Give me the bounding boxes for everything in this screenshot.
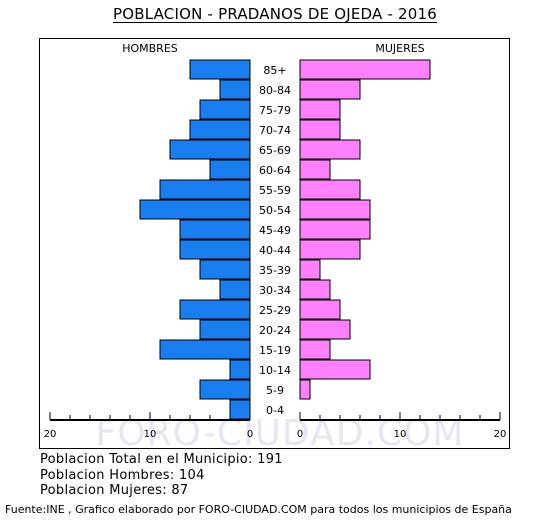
bar-hombres-60-64 (209, 159, 251, 180)
bar-hombres-55-59 (159, 179, 251, 200)
bar-mujeres-80-84 (299, 79, 361, 100)
age-label-70-74: 70-74 (259, 124, 291, 137)
age-label-25-29: 25-29 (259, 304, 291, 317)
bar-hombres-75-79 (199, 99, 251, 120)
legend-hombres: HOMBRES (122, 42, 178, 55)
bar-mujeres-70-74 (299, 119, 341, 140)
bar-mujeres-15-19 (299, 339, 331, 360)
tick-label-left-10: 10 (144, 429, 157, 440)
age-label-55-59: 55-59 (259, 184, 291, 197)
age-label-60-64: 60-64 (259, 164, 291, 177)
bar-hombres-35-39 (199, 259, 251, 280)
bar-mujeres-35-39 (299, 259, 321, 280)
age-label-45-49: 45-49 (259, 224, 291, 237)
tick-label-left-0: 0 (247, 429, 253, 440)
summary-women: Poblacion Mujeres: 87 (40, 483, 189, 498)
age-label-80-84: 80-84 (259, 84, 291, 97)
bar-mujeres-45-49 (299, 219, 371, 240)
bar-hombres-85+ (189, 59, 251, 80)
bar-mujeres-55-59 (299, 179, 361, 200)
bar-hombres-50-54 (139, 199, 251, 220)
bar-mujeres-75-79 (299, 99, 341, 120)
summary-men: Poblacion Hombres: 104 (40, 468, 205, 483)
bar-mujeres-10-14 (299, 359, 371, 380)
legend-mujeres: MUJERES (375, 42, 424, 55)
bar-hombres-25-29 (179, 299, 251, 320)
age-label-40-44: 40-44 (259, 244, 291, 257)
age-label-10-14: 10-14 (259, 364, 291, 377)
age-label-50-54: 50-54 (259, 204, 291, 217)
bar-hombres-45-49 (179, 219, 251, 240)
age-label-75-79: 75-79 (259, 104, 291, 117)
bar-mujeres-5-9 (299, 379, 311, 400)
footer-source: Fuente:INE , Grafico elaborado por FORO-… (5, 503, 512, 516)
bar-hombres-70-74 (189, 119, 251, 140)
age-label-85+: 85+ (263, 64, 286, 77)
summary-total: Poblacion Total en el Municipio: 191 (40, 452, 283, 467)
tick-label-right-10: 10 (394, 429, 407, 440)
chart-frame (39, 38, 510, 449)
bar-hombres-80-84 (219, 79, 251, 100)
age-label-20-24: 20-24 (259, 324, 291, 337)
bar-mujeres-65-69 (299, 139, 361, 160)
bar-mujeres-30-34 (299, 279, 331, 300)
age-label-30-34: 30-34 (259, 284, 291, 297)
bar-hombres-10-14 (229, 359, 251, 380)
age-label-5-9: 5-9 (266, 384, 284, 397)
bar-hombres-20-24 (199, 319, 251, 340)
bar-hombres-0-4 (229, 399, 251, 420)
bar-hombres-30-34 (219, 279, 251, 300)
bar-hombres-40-44 (179, 239, 251, 260)
bar-mujeres-20-24 (299, 319, 351, 340)
bar-mujeres-25-29 (299, 299, 341, 320)
age-label-65-69: 65-69 (259, 144, 291, 157)
bar-hombres-5-9 (199, 379, 251, 400)
page-title: POBLACION - PRADANOS DE OJEDA - 2016 (112, 5, 438, 23)
bar-hombres-65-69 (169, 139, 251, 160)
tick-label-left-20: 20 (44, 429, 57, 440)
age-label-35-39: 35-39 (259, 264, 291, 277)
bar-mujeres-50-54 (299, 199, 371, 220)
bar-mujeres-40-44 (299, 239, 361, 260)
tick-label-right-0: 0 (297, 429, 303, 440)
age-label-0-4: 0-4 (266, 404, 284, 417)
age-label-15-19: 15-19 (259, 344, 291, 357)
bar-mujeres-60-64 (299, 159, 331, 180)
tick-label-right-20: 20 (494, 429, 507, 440)
bar-hombres-15-19 (159, 339, 251, 360)
bar-mujeres-85+ (299, 59, 431, 80)
